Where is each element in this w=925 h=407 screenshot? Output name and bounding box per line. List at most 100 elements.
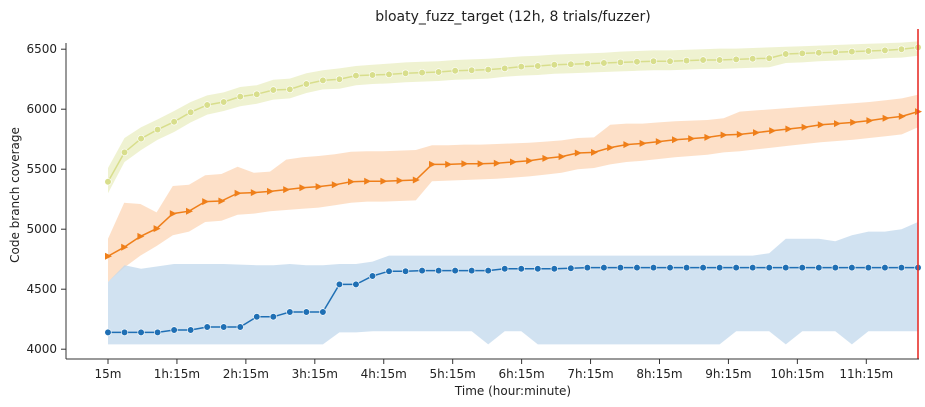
fuzzer-blue-point (187, 326, 195, 334)
fuzzer-blue-point (682, 264, 691, 272)
fuzzer-blue-point (302, 308, 310, 316)
fuzzer-yellow-point (335, 75, 344, 83)
fuzzer-yellow-point (187, 108, 195, 116)
fuzzer-blue-point (137, 328, 145, 337)
x-tick-label: 1h:15m (154, 367, 200, 381)
fuzzer-yellow-point (798, 49, 806, 58)
y-tick-label: 5500 (26, 162, 57, 176)
x-tick-label: 11h:15m (839, 367, 893, 381)
fuzzer-yellow-point (732, 55, 740, 64)
x-tick-label: 4h:15m (361, 367, 407, 381)
fuzzer-orange-point (542, 154, 550, 162)
fuzzer-yellow-point (137, 135, 145, 143)
fuzzer-yellow-point (666, 57, 674, 65)
fuzzer-blue-point (501, 265, 509, 273)
fuzzer-yellow-point (435, 68, 443, 76)
x-tick-label: 3h:15m (292, 367, 338, 381)
fuzzer-orange-point (121, 243, 129, 251)
fuzzer-yellow-point (501, 64, 509, 72)
fuzzer-orange-point (591, 148, 598, 156)
fuzzer-blue-point (120, 328, 129, 337)
fuzzer-orange-point (639, 139, 647, 147)
fuzzer-blue-point (170, 326, 178, 334)
fuzzer-yellow-point (782, 50, 790, 58)
fuzzer-orange-point (688, 135, 696, 143)
x-tick-label: 2h:15m (223, 367, 269, 381)
fuzzer-yellow-point (633, 58, 641, 66)
fuzzer-blue-point (864, 264, 873, 272)
fuzzer-blue-point (600, 264, 608, 272)
fuzzer-orange-point (817, 121, 825, 129)
fuzzer-blue-point (319, 308, 327, 316)
fuzzer-blue-point (749, 264, 757, 272)
fuzzer-blue-point (815, 264, 823, 272)
fuzzer-yellow-point (484, 65, 492, 74)
fuzzer-blue-point (567, 264, 575, 272)
fuzzer-orange-point (267, 187, 274, 195)
fuzzer-blue-point (352, 280, 360, 289)
x-tick-label: 6h:15m (498, 367, 544, 381)
fuzzer-orange-point (753, 129, 760, 137)
fuzzer-yellow-point (153, 126, 162, 134)
fuzzer-blue-point (335, 280, 344, 289)
fuzzer-yellow-point (269, 86, 277, 94)
fuzzer-yellow-point (385, 70, 393, 78)
y-tick-label: 4500 (26, 282, 57, 296)
fuzzer-orange-point (785, 125, 793, 133)
fuzzer-blue-point (583, 264, 591, 272)
fuzzer-blue-point (418, 267, 426, 275)
fuzzer-yellow-point (468, 66, 476, 74)
fuzzer-blue-point (468, 267, 476, 275)
fuzzer-blue-point (435, 267, 443, 275)
fuzzer-yellow-point (616, 58, 625, 67)
y-axis: 4000 4500 5000 5500 6000 6500 (26, 42, 67, 359)
fuzzer-orange-point (299, 184, 307, 192)
fuzzer-yellow-point (418, 68, 426, 77)
fuzzer-yellow-point (600, 59, 608, 67)
fuzzer-blue-point (716, 264, 724, 272)
fuzzer-blue-point (534, 265, 542, 273)
fuzzer-orange-point (720, 131, 728, 139)
fuzzer-blue-point (286, 308, 294, 316)
fuzzer-orange-point (898, 112, 906, 120)
fuzzer-blue-point (732, 264, 740, 272)
fuzzer-orange-point (364, 177, 372, 185)
fuzzer-blue-point (269, 313, 277, 321)
fuzzer-orange-point (769, 127, 777, 135)
fuzzer-orange-point (574, 149, 582, 157)
fuzzer-blue-point (451, 267, 459, 275)
fuzzer-yellow-point (120, 148, 129, 156)
y-tick-label: 5000 (26, 222, 57, 236)
x-tick-label: 8h:15m (636, 367, 682, 381)
fuzzer-yellow-point (104, 178, 112, 186)
fuzzer-orange-point (348, 178, 355, 186)
fuzzer-yellow-point (831, 48, 839, 56)
fuzzer-blue-point (798, 264, 806, 272)
fuzzer-yellow-point (319, 76, 327, 84)
y-tick-label: 6000 (26, 102, 57, 116)
fuzzer-yellow-point (749, 55, 757, 63)
fuzzer-blue-point (881, 264, 889, 272)
fuzzer-orange-point (218, 197, 226, 205)
fuzzer-orange-point (558, 153, 566, 161)
fuzzer-blue-point (368, 272, 377, 280)
fuzzer-orange-point (429, 160, 436, 168)
fuzzer-blue-point (104, 328, 112, 337)
x-tick-label: 5h:15m (430, 367, 476, 381)
fuzzer-yellow-point (567, 60, 575, 68)
y-tick-label: 4000 (26, 342, 57, 356)
fuzzer-blue-point (550, 265, 558, 273)
fuzzer-orange-point (672, 136, 679, 144)
fuzzer-yellow-point (765, 54, 773, 62)
fuzzer-yellow-point (220, 98, 228, 106)
fuzzer-blue-point (236, 323, 244, 331)
x-axis: 15m 1h:15m 2h:15m 3h:15m 4h:15m 5h:15m 6h:15m 7… (66, 358, 919, 381)
fuzzer-orange-point (526, 157, 534, 165)
fuzzer-orange-point (396, 177, 404, 185)
fuzzer-orange-point (655, 138, 663, 146)
fuzzer-yellow-point (451, 67, 459, 75)
fuzzer-blue-point (203, 323, 211, 331)
fuzzer-orange-point (510, 158, 517, 166)
x-tick-label: 7h:15m (567, 367, 613, 381)
